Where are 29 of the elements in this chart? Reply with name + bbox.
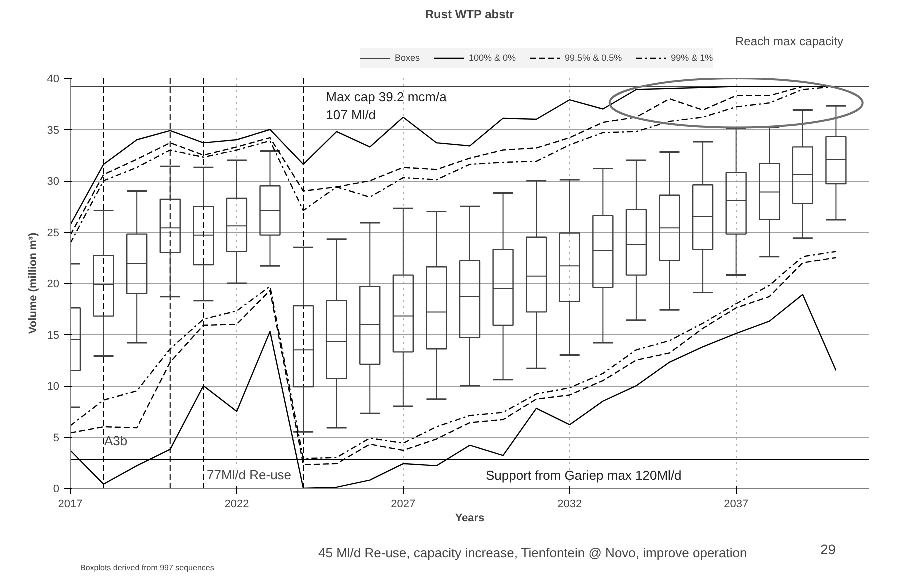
legend-label: Boxes [395, 53, 420, 63]
x-tick-label: 2032 [558, 498, 582, 510]
y-tick-label: 0 [53, 484, 60, 496]
x-tick-label: 2022 [224, 498, 250, 510]
y-tick-label: 40 [47, 74, 60, 86]
text: 29 [820, 542, 836, 558]
legend-label: 100% & 0% [469, 53, 516, 63]
y-tick-label: 20 [47, 278, 60, 290]
ref-line-label: Support from Gariep max 120Ml/d [486, 468, 682, 483]
y-axis-title: Volume (million m³) [27, 232, 40, 334]
x-tick-label: 2037 [724, 498, 749, 510]
x-axis-title: Years [455, 512, 485, 524]
text: Boxplots derived from 997 sequences [80, 564, 214, 572]
y-tick-label: 35 [47, 124, 60, 137]
y-tick-label: 30 [47, 176, 60, 188]
x-tick-label: 2017 [58, 498, 83, 510]
annotation: A3b [104, 434, 128, 448]
y-tick-label: 25 [47, 227, 60, 240]
y-tick-label: 15 [47, 330, 60, 342]
text: Reach max capacity [736, 34, 844, 48]
annotation: 77Ml/d Re-use [206, 467, 292, 482]
ref-line-label: Max cap 39.2 mcm/a 107 Ml/d [326, 90, 448, 123]
x-tick-label: 2027 [391, 498, 416, 510]
text: 45 Ml/d Re-use, capacity increase, Tienfontein @ Novo, improve operation [318, 546, 748, 560]
legend-label: 99.5% & 0.5% [565, 53, 622, 63]
legend-label: 99% & 1% [671, 53, 714, 63]
y-tick-label: 5 [53, 432, 60, 444]
chart-title: Rust WTP abstr [425, 8, 515, 22]
y-tick-label: 10 [47, 381, 60, 393]
